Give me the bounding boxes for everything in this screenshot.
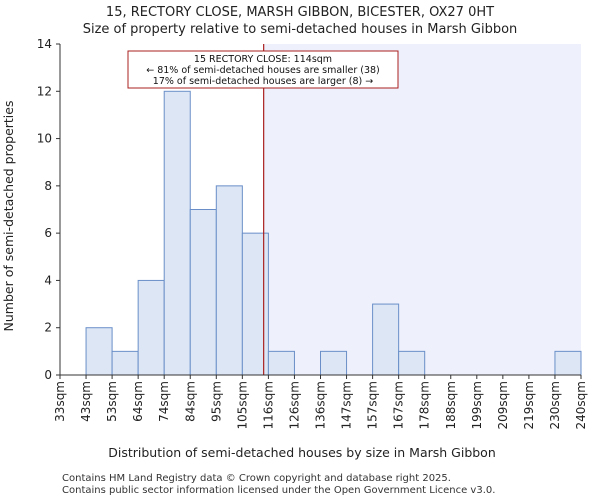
x-tick-label: 147sqm [340,381,354,429]
x-tick-label: 167sqm [392,381,406,429]
y-axis-label: Number of semi-detached properties [1,101,16,332]
x-tick-label: 105sqm [235,381,249,429]
footer-line-2: Contains public sector information licen… [62,485,495,496]
x-axis-label: Distribution of semi-detached houses by … [108,445,496,460]
y-tick-label: 2 [44,321,52,335]
annotation-line-2: ← 81% of semi-detached houses are smalle… [146,65,380,76]
bar-74sqm [163,90,191,376]
bar-157sqm [372,303,400,376]
annotation-box [127,50,399,89]
bar-53sqm [111,350,139,376]
bar-95sqm [215,185,243,376]
footer-line-1: Contains HM Land Registry data © Crown c… [62,473,451,484]
bar-64sqm [137,279,165,376]
x-tick-label: 116sqm [261,381,275,429]
bar-43sqm [85,327,113,376]
x-tick-label: 33sqm [53,381,67,422]
y-tick-label: 8 [44,179,52,193]
x-tick-label: 84sqm [183,381,197,422]
y-tick-label: 4 [44,273,52,287]
x-tick-label: 178sqm [418,381,432,429]
x-tick-label: 240sqm [574,381,588,429]
x-tick-label: 230sqm [548,381,562,429]
x-tick-label: 64sqm [131,381,145,422]
x-tick-label: 126sqm [287,381,301,429]
x-tick-label: 219sqm [522,381,536,429]
x-tick-label: 43sqm [79,381,93,422]
y-tick-label: 0 [44,368,52,382]
x-tick-label: 95sqm [209,381,223,422]
x-tick-label: 136sqm [314,381,328,429]
y-tick-label: 14 [37,37,52,51]
bar-230sqm [554,350,582,376]
chart-subtitle: Size of property relative to semi-detach… [83,22,518,37]
annotation-line-1: 15 RECTORY CLOSE: 114sqm [194,54,332,65]
x-tick-label: 209sqm [496,381,510,429]
chart-title: 15, RECTORY CLOSE, MARSH GIBBON, BICESTE… [106,5,494,20]
bar-167sqm [398,350,426,376]
x-tick-label: 188sqm [444,381,458,429]
annotation-line-3: 17% of semi-detached houses are larger (… [153,76,373,87]
x-tick-label: 157sqm [366,381,380,429]
bar-84sqm [189,209,217,376]
x-tick-label: 199sqm [470,381,484,429]
bar-116sqm [267,350,295,376]
y-tick-label: 6 [44,226,52,240]
y-tick-label: 12 [37,84,52,98]
bar-105sqm [241,232,269,376]
bar-136sqm [320,350,348,376]
x-tick-label: 53sqm [105,381,119,422]
x-tick-label: 74sqm [157,381,171,422]
larger-region-highlight [263,44,581,375]
y-tick-label: 10 [37,132,52,146]
